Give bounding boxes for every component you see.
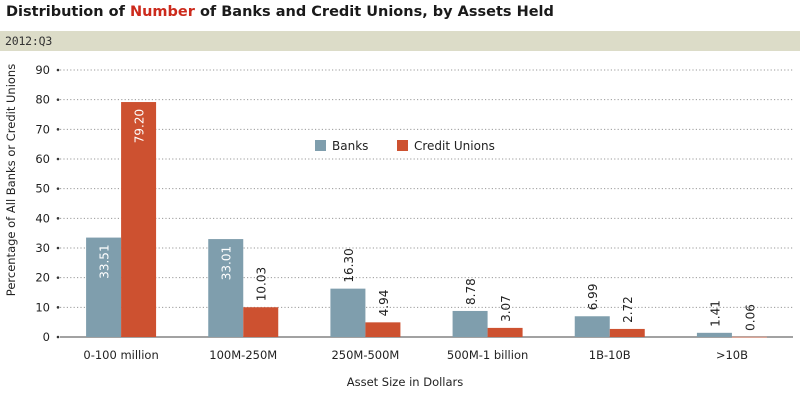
x-axis-label: Asset Size in Dollars [347,375,464,389]
y-tick-mark [56,276,60,279]
y-tick-mark [56,98,60,101]
y-tick-label: 70 [35,122,50,136]
legend-swatch-banks [315,140,326,151]
bar-credit-unions [121,102,157,337]
bar-banks [86,237,122,337]
bar-banks [696,332,732,337]
y-tick-mark [56,335,60,339]
y-tick-label: 0 [43,330,50,344]
x-category-label: >10B [716,348,748,362]
bar-credit-unions [243,307,279,337]
y-tick-label: 90 [35,63,50,77]
bar-banks [452,310,488,337]
value-label: 4.94 [377,290,391,317]
x-category-label: 250M-500M [331,348,399,362]
y-tick-label: 30 [35,241,50,255]
y-tick-label: 80 [35,93,50,107]
period-label: 2012:Q3 [5,34,53,48]
legend-label-credit-unions: Credit Unions [414,139,495,153]
y-tick-mark [56,128,60,131]
y-tick-label: 60 [35,152,50,166]
bar-banks [208,239,244,337]
y-tick-mark [56,157,60,161]
bar-credit-unions [487,327,523,337]
y-tick-mark [56,217,60,220]
value-label: 3.07 [499,295,513,322]
y-axis-ticks: 0 10 20 30 40 50 60 70 80 90 [35,63,60,344]
bar-credit-unions [609,328,645,337]
category-labels: 0-100 million 100M-250M 250M-500M 500M-1 bi… [83,348,748,362]
period-bar: 2012:Q3 [0,31,800,51]
chart-title: Distribution of Number of Banks and Cred… [6,4,554,20]
value-label: 10.03 [255,267,269,301]
value-label: 6.99 [586,284,600,311]
bar-banks [330,288,366,337]
value-labels: 33.51 79.20 33.01 10.03 16.30 4.94 8.78 3.07 6.9… [98,109,758,331]
gridlines [60,69,793,338]
y-tick-mark [56,306,60,309]
title-highlight: Number [129,4,195,20]
value-label: 2.72 [621,296,635,323]
legend-label-banks: Banks [332,139,368,153]
value-label: 33.01 [220,246,234,280]
x-category-label: 1B-10B [589,348,631,362]
value-label: 16.30 [342,248,356,282]
legend: Banks Credit Unions [315,139,495,153]
bar-banks [574,316,610,337]
y-axis-label: Percentage of All Banks or Credit Unions [4,64,18,296]
value-label: 8.78 [464,278,478,305]
x-category-label: 0-100 million [83,348,158,362]
y-tick-label: 20 [35,271,50,285]
value-label: 79.20 [133,109,147,143]
y-tick-mark [56,68,60,72]
y-tick-mark [56,246,60,250]
title-part: of Banks and Credit Unions, by Assets He… [194,4,554,20]
x-category-label: 500M-1 billion [447,348,528,362]
y-tick-label: 50 [35,182,50,196]
y-tick-mark [56,187,60,190]
bar-credit-unions [365,322,401,337]
value-label: 33.51 [98,244,112,278]
legend-swatch-credit-unions [397,140,408,151]
title-part: Distribution of [6,4,130,20]
y-tick-label: 40 [35,211,50,225]
value-label: 0.06 [743,304,757,331]
x-category-label: 100M-250M [209,348,277,362]
y-tick-label: 10 [35,300,50,314]
bar-credit-unions [731,336,767,338]
bars [86,102,767,338]
value-label: 1.41 [708,300,722,327]
